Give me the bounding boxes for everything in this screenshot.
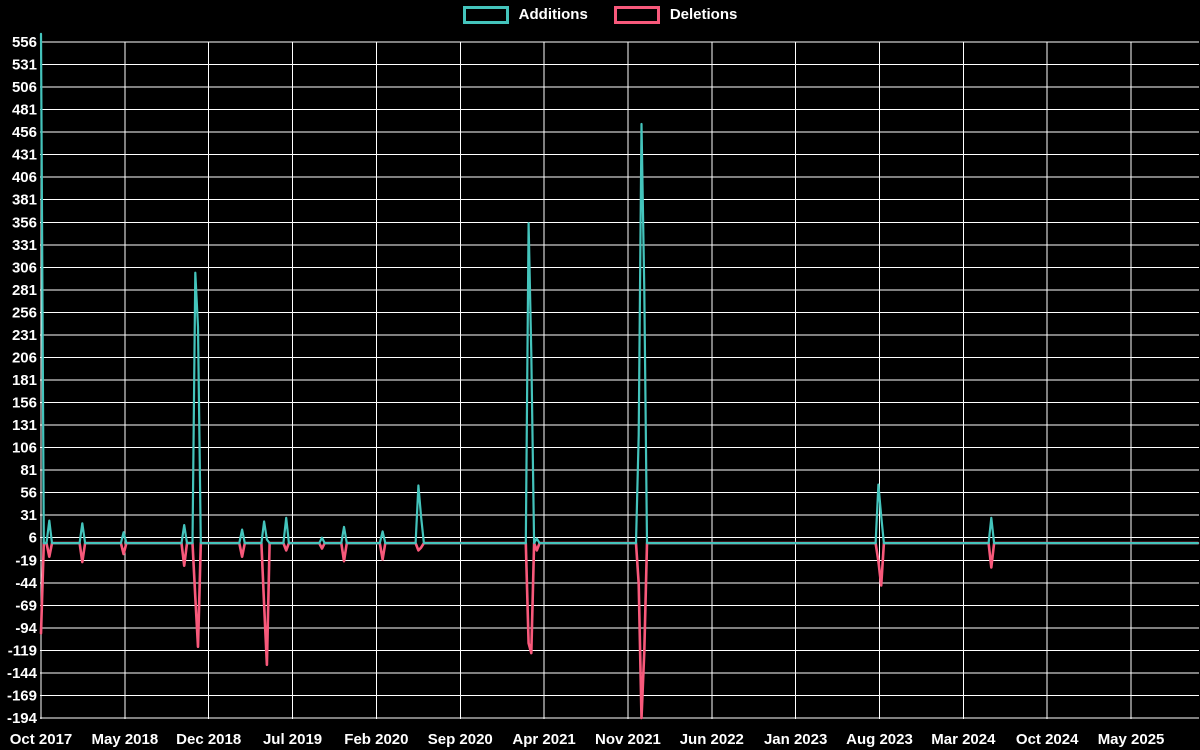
y-tick-label: 431 bbox=[12, 147, 37, 164]
x-tick-label: Jul 2019 bbox=[263, 731, 322, 748]
y-tick-label: 456 bbox=[12, 124, 37, 141]
y-tick-label: 181 bbox=[12, 372, 37, 389]
y-tick-label: 81 bbox=[20, 462, 37, 479]
y-tick-label: 506 bbox=[12, 79, 37, 96]
y-tick-label: 556 bbox=[12, 34, 37, 51]
additions-swatch bbox=[462, 6, 509, 24]
y-tick-label: -169 bbox=[7, 687, 37, 704]
deletions-swatch bbox=[613, 6, 660, 24]
x-tick-label: Mar 2024 bbox=[931, 731, 996, 748]
y-tick-label: 406 bbox=[12, 169, 37, 186]
y-tick-label: 131 bbox=[12, 417, 37, 434]
x-tick-label: Oct 2017 bbox=[10, 731, 73, 748]
x-tick-label: May 2025 bbox=[1098, 731, 1165, 748]
x-tick-label: Sep 2020 bbox=[428, 731, 493, 748]
legend-item-deletions[interactable]: Deletions bbox=[613, 6, 738, 24]
y-tick-label: 56 bbox=[20, 485, 37, 502]
y-tick-label: -19 bbox=[15, 552, 37, 569]
y-tick-label: 281 bbox=[12, 282, 37, 299]
y-tick-label: 31 bbox=[20, 507, 37, 524]
y-tick-label: 331 bbox=[12, 237, 37, 254]
y-tick-label: -144 bbox=[7, 665, 38, 682]
y-tick-label: 381 bbox=[12, 192, 37, 209]
y-tick-label: -44 bbox=[15, 575, 37, 592]
y-tick-label: -94 bbox=[15, 620, 37, 637]
y-tick-label: -119 bbox=[8, 642, 37, 659]
deletions-legend-label: Deletions bbox=[669, 6, 738, 23]
y-tick-label: 356 bbox=[12, 214, 37, 231]
x-tick-label: Feb 2020 bbox=[344, 731, 408, 748]
x-tick-label: Aug 2023 bbox=[846, 731, 913, 748]
y-tick-label: -69 bbox=[15, 597, 37, 614]
x-tick-label: Apr 2021 bbox=[512, 731, 575, 748]
additions-line bbox=[39, 32, 1199, 545]
x-tick-label: Dec 2018 bbox=[176, 731, 241, 748]
y-tick-label: 206 bbox=[12, 349, 37, 366]
y-tick-label: 531 bbox=[12, 57, 37, 74]
y-tick-label: 306 bbox=[12, 259, 37, 276]
x-tick-label: Nov 2021 bbox=[595, 731, 661, 748]
legend-item-additions[interactable]: Additions bbox=[462, 6, 588, 24]
additions-legend-label: Additions bbox=[518, 6, 588, 23]
x-tick-label: Oct 2024 bbox=[1016, 731, 1079, 748]
deletions-line bbox=[39, 541, 1200, 720]
y-tick-label: 6 bbox=[29, 530, 37, 547]
y-tick-label: 106 bbox=[12, 440, 37, 457]
y-tick-label: 231 bbox=[12, 327, 37, 344]
y-tick-label: 156 bbox=[12, 395, 37, 412]
chart-legend: Additions Deletions bbox=[0, 6, 1200, 24]
y-tick-label: 481 bbox=[12, 102, 37, 119]
x-tick-label: May 2018 bbox=[91, 731, 158, 748]
y-tick-label: 256 bbox=[12, 304, 37, 321]
x-tick-label: Jun 2022 bbox=[680, 731, 744, 748]
x-tick-label: Jan 2023 bbox=[764, 731, 827, 748]
y-tick-label: -194 bbox=[7, 710, 38, 727]
